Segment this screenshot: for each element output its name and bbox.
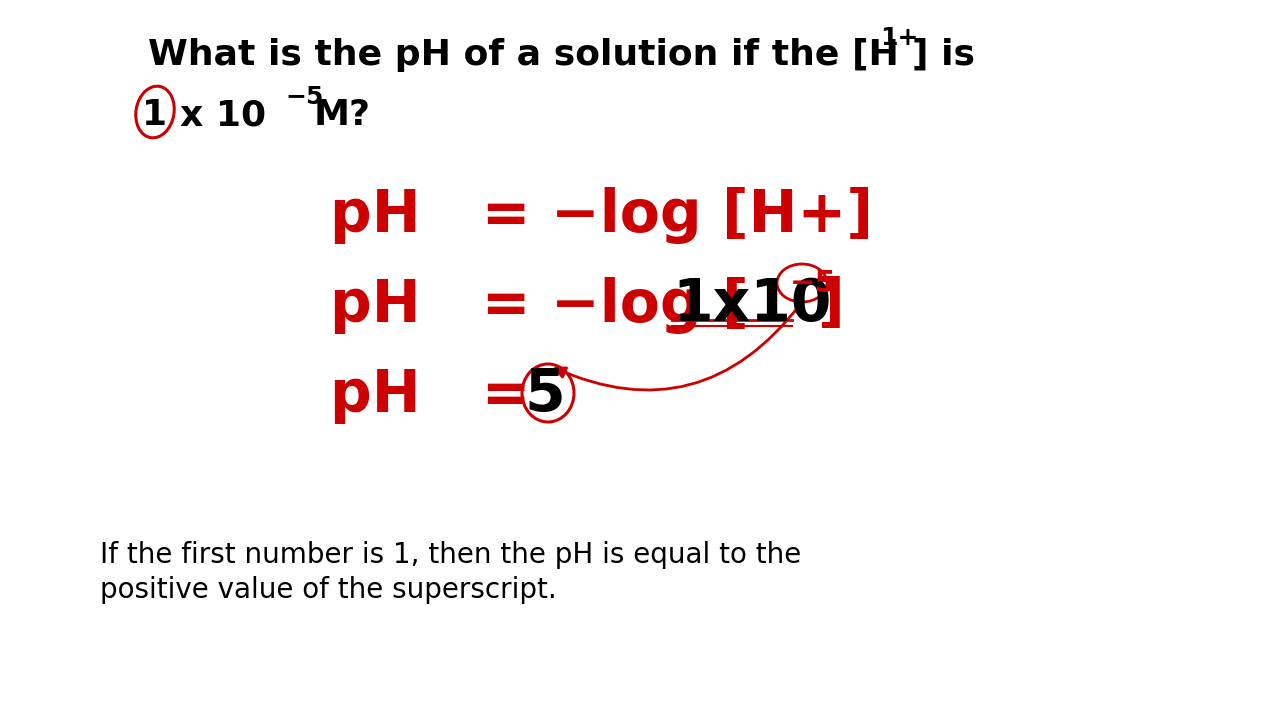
Text: ]: ] (818, 276, 845, 333)
Text: positive value of the superscript.: positive value of the superscript. (100, 576, 557, 604)
Text: pH   = −log [: pH = −log [ (330, 276, 749, 333)
Text: −5: −5 (285, 85, 324, 109)
Text: 1+: 1+ (881, 26, 918, 50)
Text: ] is: ] is (911, 38, 975, 72)
Text: −5: −5 (790, 269, 837, 297)
FancyArrowPatch shape (556, 305, 800, 390)
Text: 1x10: 1x10 (672, 276, 832, 333)
Text: What is the pH of a solution if the [H: What is the pH of a solution if the [H (148, 38, 899, 72)
Text: 1: 1 (142, 98, 168, 132)
Text: M?: M? (314, 98, 371, 132)
Text: x 10: x 10 (180, 98, 266, 132)
Text: pH   = −log [H+]: pH = −log [H+] (330, 186, 873, 243)
Text: pH   =: pH = (330, 366, 550, 423)
Text: 5: 5 (525, 366, 566, 423)
Text: If the first number is 1, then the pH is equal to the: If the first number is 1, then the pH is… (100, 541, 801, 569)
